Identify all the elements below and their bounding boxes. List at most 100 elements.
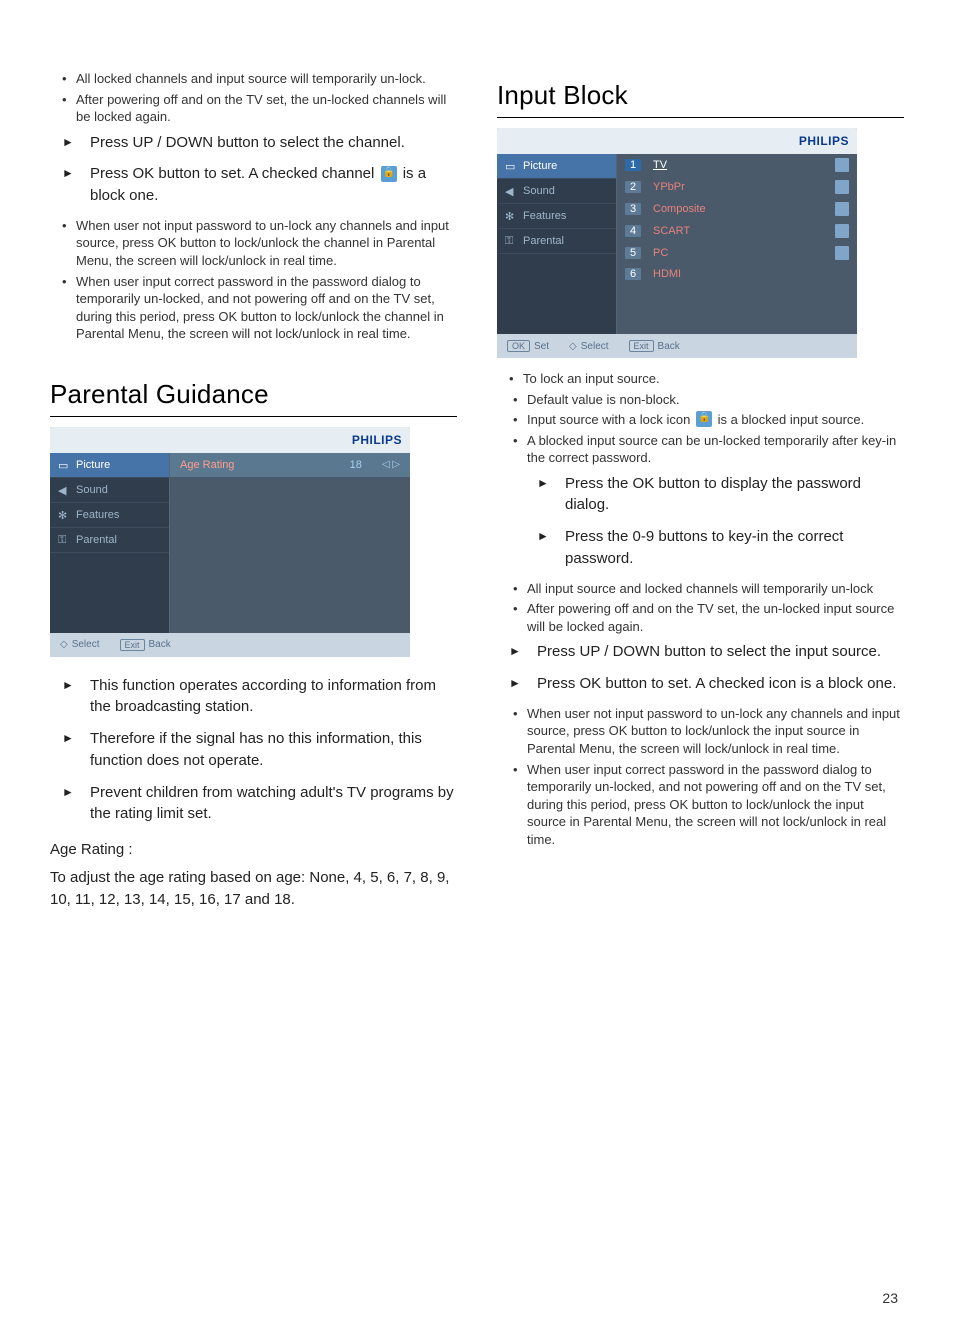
nav-diamond-icon: ◇	[569, 341, 577, 352]
sub-bullet-item: A blocked input source can be un-locked …	[513, 432, 904, 467]
sidebar-item-sound[interactable]: ◀Sound	[497, 179, 616, 204]
row-number: 4	[625, 225, 641, 237]
checkbox-icon	[835, 224, 849, 238]
arrow-item: This function operates according to info…	[62, 675, 457, 719]
tv-body: ▭ Picture ◀Sound ✻ Features ⚿Parental 1 TV 2…	[497, 154, 857, 334]
input-source-row[interactable]: 3Composite	[617, 198, 857, 220]
sidebar-label: Sound	[76, 484, 108, 496]
sub-bullet-item: After powering off and on the TV set, th…	[513, 600, 904, 635]
row-number: 5	[625, 247, 641, 259]
footer-label: Set	[534, 341, 549, 352]
lock-icon	[696, 411, 712, 427]
left-right-arrows-icon: ◁ ▷	[382, 459, 400, 470]
ok-box-icon: OK	[507, 340, 530, 352]
left-mid-bullets: When user not input password to un-lock …	[50, 217, 457, 343]
page-number: 23	[882, 1290, 898, 1306]
picture-icon: ▭	[58, 459, 70, 471]
footer-exit: ExitBack	[629, 340, 680, 352]
input-source-row[interactable]: 4 SCART	[617, 220, 857, 242]
tv-footer: OK Set ◇ Select ExitBack	[497, 334, 857, 358]
row-label: PC	[653, 247, 823, 259]
tv-sidebar: ▭Picture ◀Sound ✻ Features ⚿ Parental	[50, 453, 170, 633]
age-rating-body: To adjust the age rating based on age: N…	[50, 867, 457, 911]
section-rule	[497, 117, 904, 118]
row-label: SCART	[653, 225, 823, 237]
right-top-bullets: To lock an input source.	[497, 370, 904, 388]
checkbox-icon	[835, 202, 849, 216]
sidebar-item-parental[interactable]: ⚿ Parental	[50, 528, 169, 553]
picture-icon: ▭	[505, 160, 517, 172]
footer-exit: Exit Back	[120, 639, 171, 651]
right-arrows-pw: Press the OK button to display the passw…	[497, 473, 904, 570]
tv-topbar: PHILIPS	[50, 427, 410, 453]
footer-select: ◇ Select	[569, 341, 609, 352]
sidebar-label: Sound	[523, 185, 555, 197]
arrow-item: Press the OK button to display the passw…	[537, 473, 904, 517]
right-sub-top: Default value is non-block. Input source…	[497, 391, 904, 467]
row-label: YPbPr	[653, 181, 823, 193]
age-rating-value: 18	[350, 459, 362, 471]
left-top-bullets: All locked channels and input source wil…	[50, 70, 457, 126]
sidebar-label: Features	[523, 210, 566, 222]
input-source-row[interactable]: 6HDMI	[617, 264, 857, 284]
nav-diamond-icon: ◇	[60, 639, 68, 650]
features-icon: ✻	[58, 509, 70, 521]
arrow-item: Press OK button to set. A checked channe…	[62, 163, 457, 207]
arrow-text-pre: Press OK button to set. A checked channe…	[90, 165, 374, 182]
tv-menu-parental: PHILIPS ▭Picture ◀Sound ✻ Features ⚿ Paren…	[50, 427, 410, 657]
footer-label: Back	[149, 639, 171, 650]
input-source-row[interactable]: 1 TV	[617, 154, 857, 176]
arrow-item: Therefore if the signal has no this info…	[62, 728, 457, 772]
input-source-row[interactable]: 2 YPbPr	[617, 176, 857, 198]
sidebar-item-picture[interactable]: ▭Picture	[50, 453, 169, 478]
sidebar-item-features[interactable]: ✻ Features	[497, 204, 616, 229]
right-column: Input Block PHILIPS ▭ Picture ◀Sound ✻ Fea…	[497, 70, 904, 914]
sidebar-item-picture[interactable]: ▭ Picture	[497, 154, 616, 179]
input-block-heading: Input Block	[497, 80, 904, 111]
arrow-item: Press UP / DOWN button to select the inp…	[509, 641, 904, 663]
sidebar-label: Parental	[523, 235, 564, 247]
sub-bullet-item: When user input correct password in the …	[513, 761, 904, 849]
row-label: Composite	[653, 203, 823, 215]
arrow-item: Press OK button to set. A checked icon i…	[509, 673, 904, 695]
bullet-item: When user not input password to un-lock …	[62, 217, 457, 270]
sidebar-item-features[interactable]: ✻ Features	[50, 503, 169, 528]
footer-label: Select	[581, 341, 609, 352]
brand-logo: PHILIPS	[799, 134, 849, 148]
row-label: TV	[653, 159, 823, 171]
row-number: 2	[625, 181, 641, 193]
sub-bullet-item: When user not input password to un-lock …	[513, 705, 904, 758]
arrow-item: Press UP / DOWN button to select the cha…	[62, 132, 457, 154]
sub-bullet-item: Default value is non-block.	[513, 391, 904, 409]
section-rule	[50, 416, 457, 417]
bullet-item: When user input correct password in the …	[62, 273, 457, 343]
sidebar-label: Picture	[523, 160, 557, 172]
tv-footer: ◇Select ExitBack	[50, 633, 410, 657]
tv-main-panel: Age Rating 18 ◁ ▷	[170, 453, 410, 633]
bullet-item: All locked channels and input source wil…	[62, 70, 457, 88]
parental-guidance-heading: Parental Guidance	[50, 379, 457, 410]
right-arrows-mid: Press UP / DOWN button to select the inp…	[497, 641, 904, 695]
left-arrows-top: Press UP / DOWN button to select the cha…	[50, 132, 457, 207]
features-icon: ✻	[505, 210, 517, 222]
sidebar-item-sound[interactable]: ◀Sound	[50, 478, 169, 503]
sidebar-label: Features	[76, 509, 119, 521]
exit-box-icon: Exit	[120, 639, 145, 651]
parental-icon: ⚿	[58, 534, 70, 546]
row-label: HDMI	[653, 268, 849, 280]
age-rating-row[interactable]: Age Rating 18 ◁ ▷	[170, 453, 410, 477]
row-number: 1	[625, 159, 641, 171]
exit-box-icon: Exit	[629, 340, 654, 352]
right-sub-after2: All input source and locked channels wil…	[497, 580, 904, 636]
sidebar-item-parental[interactable]: ⚿Parental	[497, 229, 616, 254]
age-rating-label: Age Rating	[180, 459, 350, 471]
sidebar-label: Parental	[76, 534, 117, 546]
sub-text-pre: Input source with a lock icon	[527, 412, 690, 427]
arrow-item: Press the 0-9 buttons to key-in the corr…	[537, 526, 904, 570]
right-sub-bottom: When user not input password to un-lock …	[497, 705, 904, 848]
input-source-row[interactable]: 5 PC	[617, 242, 857, 264]
checkbox-icon	[835, 246, 849, 260]
sub-text-post: is a blocked input source.	[718, 412, 865, 427]
checkbox-icon	[835, 158, 849, 172]
lock-icon	[381, 166, 397, 182]
